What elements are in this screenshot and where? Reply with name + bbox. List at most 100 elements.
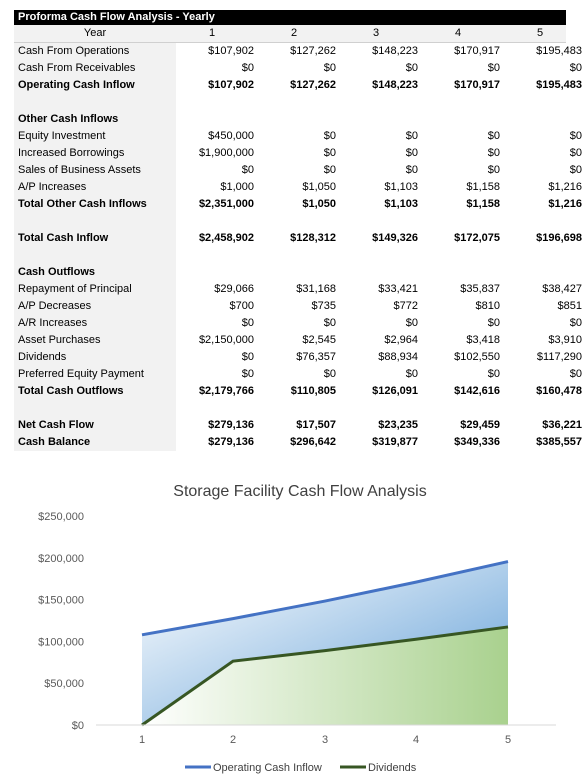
row-label[interactable]: A/P Decreases — [14, 298, 176, 315]
row-cell[interactable]: $148,223 — [372, 79, 418, 91]
row-label[interactable]: Cash From Receivables — [14, 60, 176, 77]
row-cell[interactable]: $0 — [569, 368, 582, 380]
row-cell[interactable]: $160,478 — [536, 385, 582, 397]
row-cell[interactable]: $1,158 — [466, 181, 500, 193]
row-cell[interactable]: $296,642 — [290, 436, 336, 448]
row-cell[interactable]: $0 — [241, 164, 254, 176]
row-cell[interactable]: $0 — [487, 147, 500, 159]
row-label[interactable]: Preferred Equity Payment — [14, 366, 176, 383]
row-cell[interactable]: $0 — [487, 62, 500, 74]
row-label[interactable]: Total Other Cash Inflows — [14, 196, 176, 213]
row-cell[interactable]: $0 — [487, 368, 500, 380]
row-cell[interactable]: $0 — [241, 351, 254, 363]
row-cell[interactable]: $0 — [405, 164, 418, 176]
row-cell[interactable]: $279,136 — [208, 436, 254, 448]
row-cell[interactable]: $0 — [323, 62, 336, 74]
row-cell[interactable]: $172,075 — [454, 232, 500, 244]
row-cell[interactable]: $110,805 — [290, 385, 336, 397]
row-cell[interactable]: $0 — [241, 62, 254, 74]
row-cell[interactable]: $810 — [475, 300, 500, 312]
row-cell[interactable]: $170,917 — [454, 45, 500, 57]
row-cell[interactable]: $88,934 — [378, 351, 418, 363]
row-cell[interactable]: $107,902 — [208, 45, 254, 57]
row-cell[interactable]: $29,066 — [214, 283, 254, 295]
row-cell[interactable]: $2,964 — [384, 334, 418, 346]
row-cell[interactable]: $0 — [405, 130, 418, 142]
row-cell[interactable]: $76,357 — [296, 351, 336, 363]
row-cell[interactable]: $0 — [323, 130, 336, 142]
row-cell[interactable]: $0 — [405, 147, 418, 159]
row-label[interactable]: Net Cash Flow — [14, 417, 176, 434]
year-header-cell[interactable]: 1 — [208, 27, 216, 39]
row-cell[interactable]: $38,427 — [542, 283, 582, 295]
row-cell[interactable]: $1,000 — [220, 181, 254, 193]
row-label[interactable]: Cash From Operations — [14, 43, 176, 60]
row-cell[interactable]: $33,421 — [378, 283, 418, 295]
row-cell[interactable]: $0 — [323, 164, 336, 176]
row-label[interactable]: Repayment of Principal — [14, 281, 176, 298]
row-cell[interactable]: $0 — [569, 164, 582, 176]
row-cell[interactable]: $0 — [487, 164, 500, 176]
row-cell[interactable]: $0 — [241, 317, 254, 329]
row-cell[interactable]: $385,557 — [536, 436, 582, 448]
row-cell[interactable]: $195,483 — [536, 79, 582, 91]
row-cell[interactable]: $2,179,766 — [198, 385, 254, 397]
row-label[interactable]: Total Cash Inflow — [14, 230, 176, 247]
row-cell[interactable]: $2,150,000 — [198, 334, 254, 346]
row-cell[interactable]: $450,000 — [208, 130, 254, 142]
year-header-cell[interactable]: 3 — [372, 27, 380, 39]
row-cell[interactable]: $1,103 — [384, 181, 418, 193]
row-cell[interactable]: $0 — [405, 368, 418, 380]
row-cell[interactable]: $0 — [487, 317, 500, 329]
row-label[interactable]: Other Cash Inflows — [14, 111, 176, 128]
row-cell[interactable]: $0 — [323, 147, 336, 159]
row-cell[interactable]: $851 — [557, 300, 582, 312]
row-cell[interactable]: $1,050 — [302, 198, 336, 210]
row-cell[interactable]: $127,262 — [290, 79, 336, 91]
row-cell[interactable]: $142,616 — [454, 385, 500, 397]
row-label[interactable]: Cash Outflows — [14, 264, 176, 281]
year-header-cell[interactable]: 5 — [536, 27, 544, 39]
row-cell[interactable]: $735 — [311, 300, 336, 312]
row-cell[interactable]: $0 — [487, 130, 500, 142]
row-cell[interactable]: $36,221 — [542, 419, 582, 431]
row-cell[interactable]: $17,507 — [296, 419, 336, 431]
row-cell[interactable]: $0 — [569, 317, 582, 329]
row-cell[interactable]: $3,910 — [548, 334, 582, 346]
row-cell[interactable]: $279,136 — [208, 419, 254, 431]
row-label[interactable]: Total Cash Outflows — [14, 383, 176, 400]
row-cell[interactable]: $3,418 — [466, 334, 500, 346]
row-cell[interactable]: $148,223 — [372, 45, 418, 57]
row-cell[interactable]: $126,091 — [372, 385, 418, 397]
year-header-label[interactable]: Year — [14, 25, 176, 42]
row-cell[interactable]: $170,917 — [454, 79, 500, 91]
row-cell[interactable]: $0 — [405, 62, 418, 74]
row-cell[interactable]: $1,158 — [466, 198, 500, 210]
row-cell[interactable]: $1,900,000 — [198, 147, 254, 159]
row-cell[interactable]: $1,216 — [548, 181, 582, 193]
row-cell[interactable]: $128,312 — [290, 232, 336, 244]
row-cell[interactable]: $0 — [405, 317, 418, 329]
row-label[interactable] — [14, 213, 176, 230]
row-cell[interactable]: $1,050 — [302, 181, 336, 193]
row-cell[interactable]: $2,351,000 — [198, 198, 254, 210]
row-cell[interactable]: $195,483 — [536, 45, 582, 57]
row-cell[interactable]: $31,168 — [296, 283, 336, 295]
row-cell[interactable]: $29,459 — [460, 419, 500, 431]
year-header-cell[interactable]: 4 — [454, 27, 462, 39]
row-label[interactable]: Dividends — [14, 349, 176, 366]
row-label[interactable]: Increased Borrowings — [14, 145, 176, 162]
row-cell[interactable]: $0 — [569, 62, 582, 74]
row-cell[interactable]: $107,902 — [208, 79, 254, 91]
row-label[interactable]: Asset Purchases — [14, 332, 176, 349]
row-cell[interactable]: $196,698 — [536, 232, 582, 244]
row-cell[interactable]: $1,216 — [548, 198, 582, 210]
row-cell[interactable]: $0 — [569, 147, 582, 159]
row-label[interactable] — [14, 247, 176, 264]
row-label[interactable]: Sales of Business Assets — [14, 162, 176, 179]
row-cell[interactable]: $2,545 — [302, 334, 336, 346]
row-label[interactable]: A/P Increases — [14, 179, 176, 196]
row-cell[interactable]: $2,458,902 — [198, 232, 254, 244]
row-label[interactable] — [14, 400, 176, 417]
row-cell[interactable]: $1,103 — [384, 198, 418, 210]
